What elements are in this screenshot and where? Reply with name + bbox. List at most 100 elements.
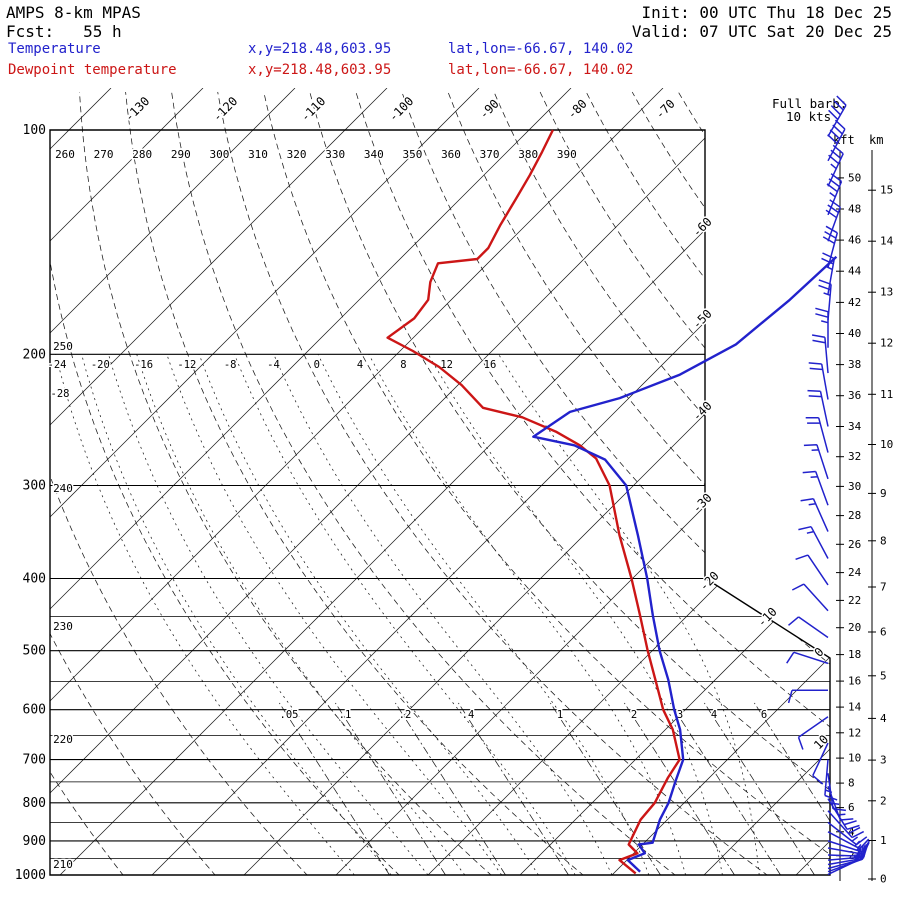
wind-barb bbox=[827, 798, 860, 831]
svg-text:-50: -50 bbox=[690, 307, 715, 332]
wind-barb bbox=[802, 470, 829, 506]
svg-text:-90: -90 bbox=[477, 97, 502, 122]
svg-text:40: 40 bbox=[848, 327, 861, 340]
svg-text:210: 210 bbox=[53, 858, 73, 871]
wind-barb bbox=[787, 689, 828, 704]
wind-barb bbox=[803, 443, 829, 480]
svg-text:360: 360 bbox=[441, 148, 461, 161]
svg-text:-40: -40 bbox=[690, 399, 715, 424]
legend-temperature-label: Temperature bbox=[8, 41, 101, 57]
wind-barb bbox=[827, 810, 865, 839]
svg-text:2: 2 bbox=[631, 709, 637, 721]
svg-text:230: 230 bbox=[53, 620, 73, 633]
svg-text:10: 10 bbox=[848, 752, 861, 765]
svg-text:400: 400 bbox=[23, 572, 46, 587]
wind-barb bbox=[818, 279, 832, 321]
svg-text:1: 1 bbox=[880, 834, 887, 847]
model-title: AMPS 8-km MPAS bbox=[6, 3, 141, 22]
svg-text:20: 20 bbox=[848, 621, 861, 634]
svg-text:8: 8 bbox=[848, 777, 855, 790]
svg-text:.1: .1 bbox=[339, 709, 352, 721]
dry-adiabat-lines bbox=[50, 91, 830, 875]
svg-text:26: 26 bbox=[848, 538, 861, 551]
svg-text:0: 0 bbox=[880, 873, 887, 886]
wind-barb bbox=[826, 173, 843, 216]
valid-time: Valid: 07 UTC Sat 20 Dec 25 bbox=[631, 22, 892, 41]
svg-text:290: 290 bbox=[171, 148, 191, 161]
svg-text:16: 16 bbox=[848, 675, 861, 688]
svg-text:12: 12 bbox=[848, 726, 861, 739]
wind-barb bbox=[797, 716, 829, 750]
svg-text:16: 16 bbox=[484, 359, 497, 371]
svg-text:9: 9 bbox=[880, 487, 887, 500]
svg-text:10: 10 bbox=[880, 438, 893, 451]
svg-text:6: 6 bbox=[848, 801, 855, 814]
wind-barb bbox=[795, 554, 829, 586]
svg-text:km: km bbox=[869, 133, 883, 147]
wind-barb bbox=[807, 389, 829, 427]
svg-text:8: 8 bbox=[400, 359, 406, 371]
svg-text:330: 330 bbox=[325, 148, 345, 161]
wind-barbs bbox=[786, 95, 870, 876]
svg-text:350: 350 bbox=[402, 148, 422, 161]
mixing-ratio-lines bbox=[279, 702, 830, 875]
svg-text:-20: -20 bbox=[91, 359, 110, 371]
wind-barb bbox=[825, 199, 842, 242]
svg-text:7: 7 bbox=[880, 581, 887, 594]
wind-barb bbox=[800, 497, 829, 532]
svg-text:8: 8 bbox=[880, 534, 887, 547]
plot-frame bbox=[49, 129, 831, 876]
wind-barb bbox=[822, 225, 839, 268]
svg-text:-80: -80 bbox=[565, 97, 590, 122]
svg-text:4: 4 bbox=[711, 709, 717, 721]
svg-text:500: 500 bbox=[23, 644, 46, 659]
wind-barb bbox=[786, 651, 829, 665]
svg-text:1000: 1000 bbox=[15, 868, 46, 883]
svg-text:-10: -10 bbox=[755, 605, 780, 630]
svg-text:-20: -20 bbox=[697, 569, 722, 594]
svg-text:13: 13 bbox=[880, 286, 893, 299]
isobar-lines bbox=[50, 353, 830, 859]
barb-legend-line2: 10 kts bbox=[786, 109, 832, 124]
svg-text:-16: -16 bbox=[134, 359, 153, 371]
svg-text:6: 6 bbox=[761, 709, 767, 721]
wind-barb bbox=[798, 525, 829, 559]
svg-text:18: 18 bbox=[848, 648, 861, 661]
svg-text:2: 2 bbox=[880, 794, 887, 807]
svg-text:kft: kft bbox=[833, 133, 855, 147]
svg-text:-30: -30 bbox=[690, 491, 715, 516]
svg-text:390: 390 bbox=[557, 148, 577, 161]
svg-text:300: 300 bbox=[209, 148, 229, 161]
wind-barb bbox=[827, 144, 844, 187]
svg-text:0: 0 bbox=[812, 645, 827, 660]
wind-barb bbox=[808, 362, 829, 400]
svg-text:28: 28 bbox=[848, 509, 861, 522]
svg-text:370: 370 bbox=[480, 148, 500, 161]
svg-text:100: 100 bbox=[23, 123, 46, 138]
svg-text:24: 24 bbox=[848, 566, 862, 579]
svg-text:-24: -24 bbox=[48, 359, 67, 371]
svg-text:4: 4 bbox=[357, 359, 363, 371]
wind-barb bbox=[791, 583, 829, 612]
svg-text:50: 50 bbox=[848, 171, 861, 184]
svg-text:-12: -12 bbox=[177, 359, 196, 371]
wind-barb bbox=[827, 119, 846, 162]
svg-text:1: 1 bbox=[557, 709, 563, 721]
svg-text:6: 6 bbox=[880, 626, 887, 639]
svg-text:.4: .4 bbox=[462, 709, 475, 721]
svg-text:260: 260 bbox=[55, 148, 75, 161]
svg-text:220: 220 bbox=[53, 733, 73, 746]
legend-temperature-latlon: lat,lon=-66.67, 140.02 bbox=[448, 41, 634, 57]
svg-text:-8: -8 bbox=[224, 359, 237, 371]
svg-text:200: 200 bbox=[23, 347, 46, 362]
legend-dewpoint-label: Dewpoint temperature bbox=[8, 62, 177, 78]
svg-text:380: 380 bbox=[518, 148, 538, 161]
svg-text:.2: .2 bbox=[399, 709, 412, 721]
svg-text:270: 270 bbox=[94, 148, 114, 161]
svg-text:30: 30 bbox=[848, 480, 861, 493]
svg-text:-130: -130 bbox=[122, 94, 152, 124]
svg-text:340: 340 bbox=[364, 148, 384, 161]
forecast-hour: Fcst: 55 h bbox=[6, 22, 122, 41]
svg-text:300: 300 bbox=[23, 479, 46, 494]
